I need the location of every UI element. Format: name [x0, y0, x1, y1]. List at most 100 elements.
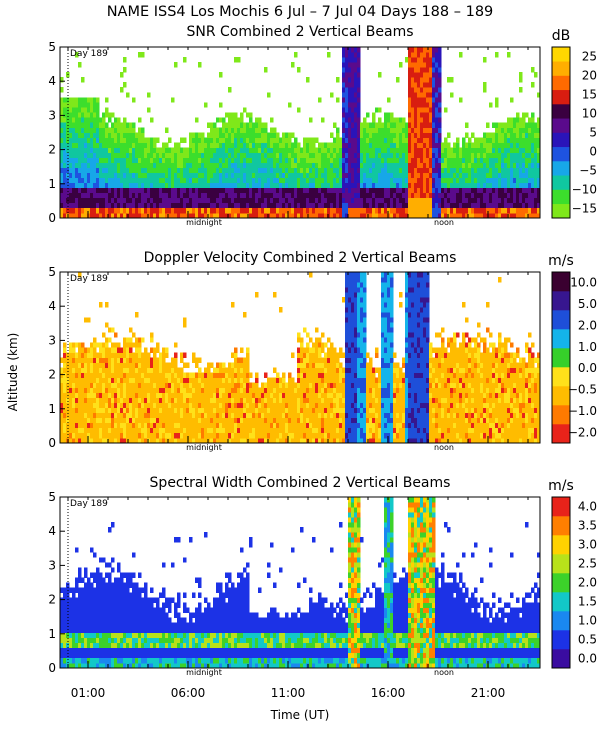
- heatmap-cell: [438, 167, 442, 174]
- heatmap-cell: [285, 202, 289, 209]
- heatmap-cell: [249, 407, 253, 414]
- heatmap-cell: [129, 397, 133, 404]
- heatmap-cell: [468, 207, 472, 214]
- heatmap-cell: [183, 167, 187, 174]
- heatmap-cell: [237, 197, 241, 204]
- heatmap-cell: [354, 67, 358, 73]
- heatmap-cell: [246, 177, 250, 184]
- heatmap-cell: [99, 202, 103, 209]
- heatmap-cell: [402, 137, 406, 143]
- heatmap-cell: [393, 202, 397, 209]
- heatmap-cell: [186, 362, 190, 368]
- heatmap-cell: [102, 352, 106, 358]
- heatmap-cell: [126, 387, 130, 394]
- heatmap-cell: [408, 132, 412, 138]
- heatmap-cell: [201, 137, 205, 143]
- heatmap-cell: [144, 437, 148, 444]
- heatmap-cell: [204, 207, 208, 214]
- heatmap-cell: [258, 182, 262, 189]
- heatmap-cell: [291, 207, 295, 214]
- heatmap-cell: [291, 142, 295, 148]
- heatmap-cell: [468, 192, 472, 199]
- heatmap-cell: [69, 192, 73, 199]
- heatmap-cell: [294, 172, 298, 179]
- heatmap-cell: [168, 372, 172, 378]
- heatmap-cell: [417, 167, 421, 174]
- heatmap-cell: [318, 162, 322, 169]
- colorbar-segment: [552, 189, 570, 205]
- heatmap-cell: [504, 142, 508, 148]
- heatmap-cell: [72, 122, 76, 128]
- heatmap-cell: [330, 177, 334, 184]
- heatmap-cell: [348, 197, 352, 204]
- heatmap-cell: [312, 202, 316, 209]
- heatmap-cell: [312, 437, 316, 444]
- heatmap-cell: [507, 122, 511, 128]
- heatmap-cell: [330, 142, 334, 148]
- heatmap-cell: [99, 372, 103, 378]
- heatmap-cell: [402, 192, 406, 199]
- heatmap-cell: [120, 367, 124, 373]
- heatmap-cell: [162, 427, 166, 434]
- heatmap-cell: [174, 62, 178, 68]
- heatmap-cell: [420, 67, 424, 73]
- heatmap-cell: [402, 127, 406, 133]
- heatmap-cell: [348, 117, 352, 123]
- heatmap-cell: [69, 157, 73, 163]
- heatmap-cell: [168, 362, 172, 368]
- heatmap-cell: [450, 197, 454, 204]
- heatmap-cell: [429, 142, 433, 148]
- heatmap-cell: [477, 172, 481, 179]
- heatmap-cell: [189, 197, 193, 204]
- heatmap-cell: [408, 177, 412, 184]
- heatmap-cell: [435, 87, 439, 93]
- heatmap-cell: [192, 182, 196, 189]
- heatmap-cell: [366, 142, 370, 148]
- heatmap-cell: [372, 157, 376, 163]
- heatmap-cell: [531, 112, 535, 118]
- heatmap-cell: [96, 422, 100, 429]
- heatmap-cell: [348, 192, 352, 199]
- heatmap-cell: [222, 392, 226, 399]
- heatmap-cell: [129, 202, 133, 209]
- heatmap-cell: [429, 192, 433, 199]
- heatmap-cell: [225, 187, 229, 194]
- heatmap-cell: [306, 207, 310, 214]
- heatmap-cell: [114, 367, 118, 373]
- heatmap-cell: [153, 202, 157, 209]
- heatmap-cell: [165, 422, 169, 429]
- heatmap-cell: [279, 377, 283, 383]
- heatmap-cell: [132, 207, 136, 214]
- heatmap-cell: [75, 407, 79, 414]
- heatmap-cell: [249, 147, 253, 153]
- heatmap-cell: [183, 192, 187, 199]
- heatmap-cell: [126, 167, 130, 174]
- heatmap-cell: [432, 62, 436, 68]
- heatmap-cell: [81, 207, 85, 214]
- heatmap-cell: [357, 57, 361, 63]
- heatmap-cell: [111, 327, 115, 333]
- heatmap-cell: [111, 137, 115, 143]
- heatmap-cell: [360, 137, 364, 143]
- heatmap-cell: [276, 197, 280, 204]
- heatmap-cell: [81, 407, 85, 414]
- heatmap-cell: [132, 177, 136, 184]
- heatmap-cell: [411, 172, 415, 179]
- heatmap-cell: [141, 187, 145, 194]
- heatmap-cell: [144, 382, 148, 388]
- heatmap-cell: [291, 62, 295, 68]
- heatmap-cell: [273, 402, 277, 409]
- heatmap-cell: [93, 392, 97, 399]
- heatmap-cell: [195, 182, 199, 189]
- heatmap-cell: [270, 212, 274, 219]
- heatmap-cell: [306, 372, 310, 378]
- heatmap-cell: [528, 177, 532, 184]
- heatmap-cell: [477, 177, 481, 184]
- heatmap-cell: [525, 132, 529, 138]
- heatmap-cell: [189, 397, 193, 404]
- heatmap-cell: [411, 202, 415, 209]
- heatmap-cell: [432, 162, 436, 169]
- heatmap-cell: [90, 437, 94, 444]
- heatmap-cell: [393, 207, 397, 214]
- heatmap-cell: [117, 362, 121, 368]
